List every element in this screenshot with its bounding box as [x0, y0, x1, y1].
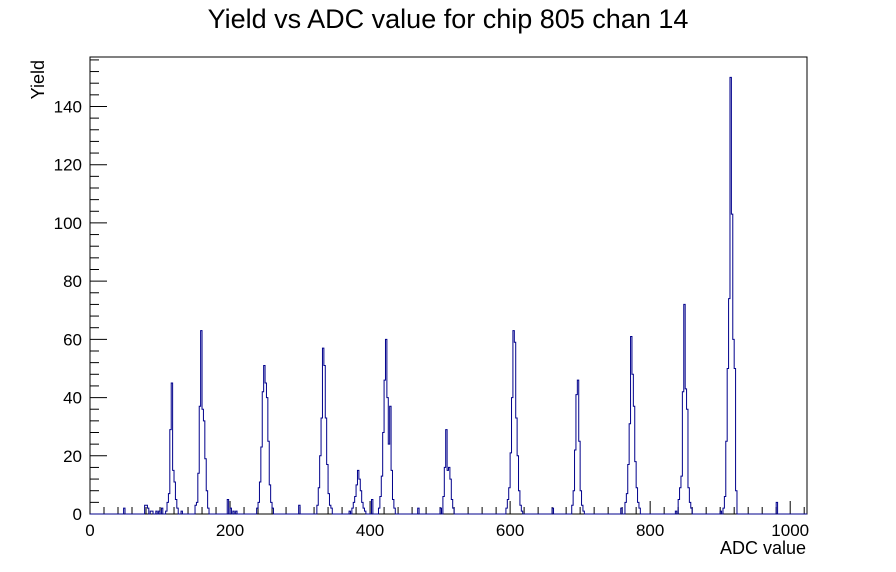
x-tick-label: 800: [636, 521, 664, 540]
plot-frame: [89, 56, 808, 515]
histogram-series-line: [90, 76, 807, 515]
y-tick-label: 40: [63, 389, 82, 408]
y-tick-label: 120: [54, 156, 82, 175]
y-tick-label: 100: [54, 214, 82, 233]
y-axis: 0 20 40 60 80 100 120 140: [54, 59, 107, 524]
y-tick-label: 60: [63, 330, 82, 349]
x-axis-label: ADC value: [720, 538, 806, 558]
x-tick-label: 600: [496, 521, 524, 540]
y-tick-label: 0: [73, 505, 82, 524]
x-tick-label: 1000: [771, 521, 809, 540]
x-tick-label: 400: [356, 521, 384, 540]
plot-area: 0 200 400 600 800 1000 0 20 40 60 80 100 120 140: [54, 56, 809, 540]
x-tick-label: 0: [85, 521, 94, 540]
chart-title: Yield vs ADC value for chip 805 chan 14: [208, 4, 689, 34]
y-axis-label: Yield: [28, 60, 48, 99]
y-tick-label: 140: [54, 97, 82, 116]
x-axis: 0 200 400 600 800 1000: [85, 501, 809, 540]
y-tick-label: 20: [63, 447, 82, 466]
x-tick-label: 200: [216, 521, 244, 540]
y-tick-label: 80: [63, 272, 82, 291]
